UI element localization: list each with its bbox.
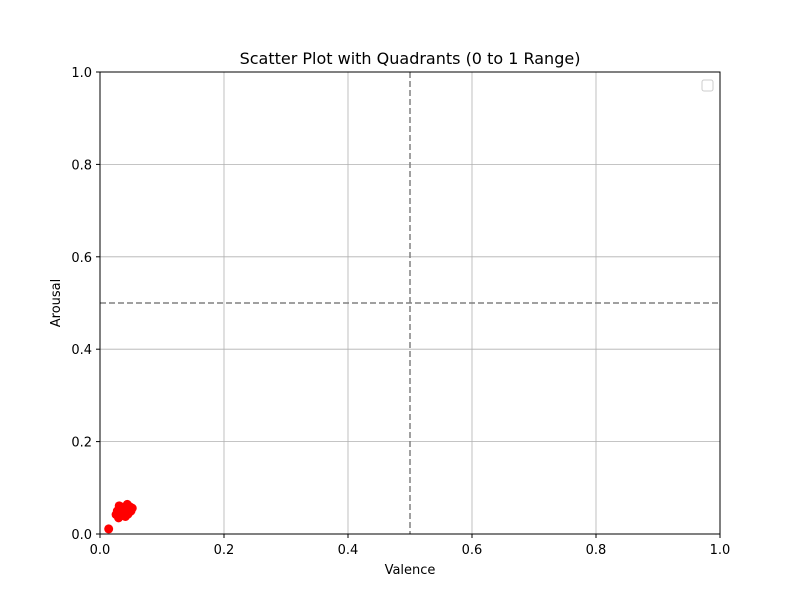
x-tick-label: 0.6 — [462, 543, 483, 558]
x-tick-label: 0.2 — [214, 543, 235, 558]
chart-title: Scatter Plot with Quadrants (0 to 1 Rang… — [240, 49, 581, 68]
axis-ticks: 0.0 0.2 0.4 0.6 0.8 1.0 0.0 0.2 0.4 0.6 0.8 1.0 — [71, 66, 730, 558]
quadrant-lines — [100, 72, 720, 534]
data-point — [104, 524, 114, 534]
x-axis-label: Valence — [385, 563, 436, 578]
x-tick-label: 0.8 — [586, 543, 607, 558]
legend-box — [701, 79, 714, 92]
x-tick-label: 1.0 — [710, 543, 731, 558]
y-tick-label: 0.6 — [71, 251, 92, 266]
y-tick-label: 0.8 — [71, 158, 92, 173]
y-axis-label: Arousal — [49, 279, 64, 328]
plot-frame — [99, 71, 721, 535]
data-points — [104, 499, 137, 534]
y-tick-label: 0.4 — [71, 343, 92, 358]
y-tick-label: 1.0 — [71, 66, 92, 81]
legend — [701, 79, 714, 92]
data-point — [124, 507, 134, 517]
y-tick-label: 0.2 — [71, 436, 92, 451]
data-point — [114, 501, 124, 511]
x-tick-label: 0.4 — [338, 543, 359, 558]
y-tick-label: 0.0 — [71, 528, 92, 543]
x-tick-label: 0.0 — [90, 543, 111, 558]
